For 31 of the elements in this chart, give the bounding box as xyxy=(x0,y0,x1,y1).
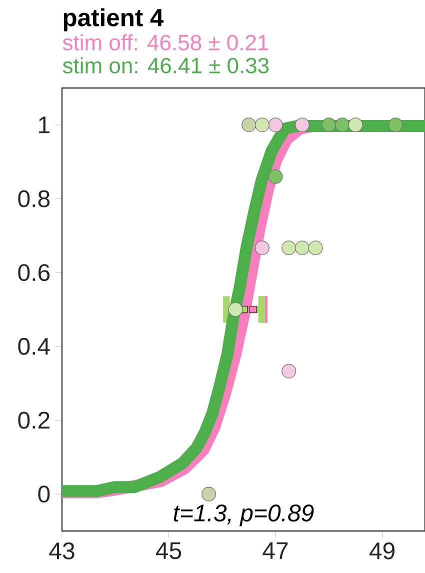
text: stim on: 46.41 ± 0.33 xyxy=(62,57,269,74)
y-tick-label: 0.6 xyxy=(18,264,50,282)
point xyxy=(308,240,323,256)
point xyxy=(322,118,336,132)
point xyxy=(294,118,310,132)
point xyxy=(294,240,310,256)
point xyxy=(268,169,283,184)
y-tick-label: 0.8 xyxy=(18,190,50,208)
point xyxy=(254,118,270,132)
annotation: t=1.3, p=0.89 xyxy=(174,504,314,526)
y-tick-label: 0.4 xyxy=(18,338,50,355)
text: stim off: 46.58 ± 0.21 xyxy=(62,34,268,50)
point xyxy=(334,118,350,132)
chart-title: patient 4 xyxy=(64,8,164,32)
point xyxy=(268,118,283,132)
y-tick-label: 0.2 xyxy=(18,412,50,429)
point xyxy=(254,240,270,256)
point xyxy=(388,118,403,132)
y-tick-label: 1 xyxy=(39,116,50,134)
point xyxy=(228,302,243,317)
point xyxy=(282,240,296,256)
point xyxy=(242,118,256,132)
x-tick-label: 45 xyxy=(156,542,182,560)
point xyxy=(250,306,257,314)
point xyxy=(348,118,363,132)
point xyxy=(202,486,216,502)
x-tick-label: 43 xyxy=(49,542,74,560)
y-tick-label: 0 xyxy=(38,486,50,503)
x-tick-label: 47 xyxy=(262,542,288,559)
point xyxy=(282,364,296,378)
x-tick-label: 49 xyxy=(369,542,394,560)
